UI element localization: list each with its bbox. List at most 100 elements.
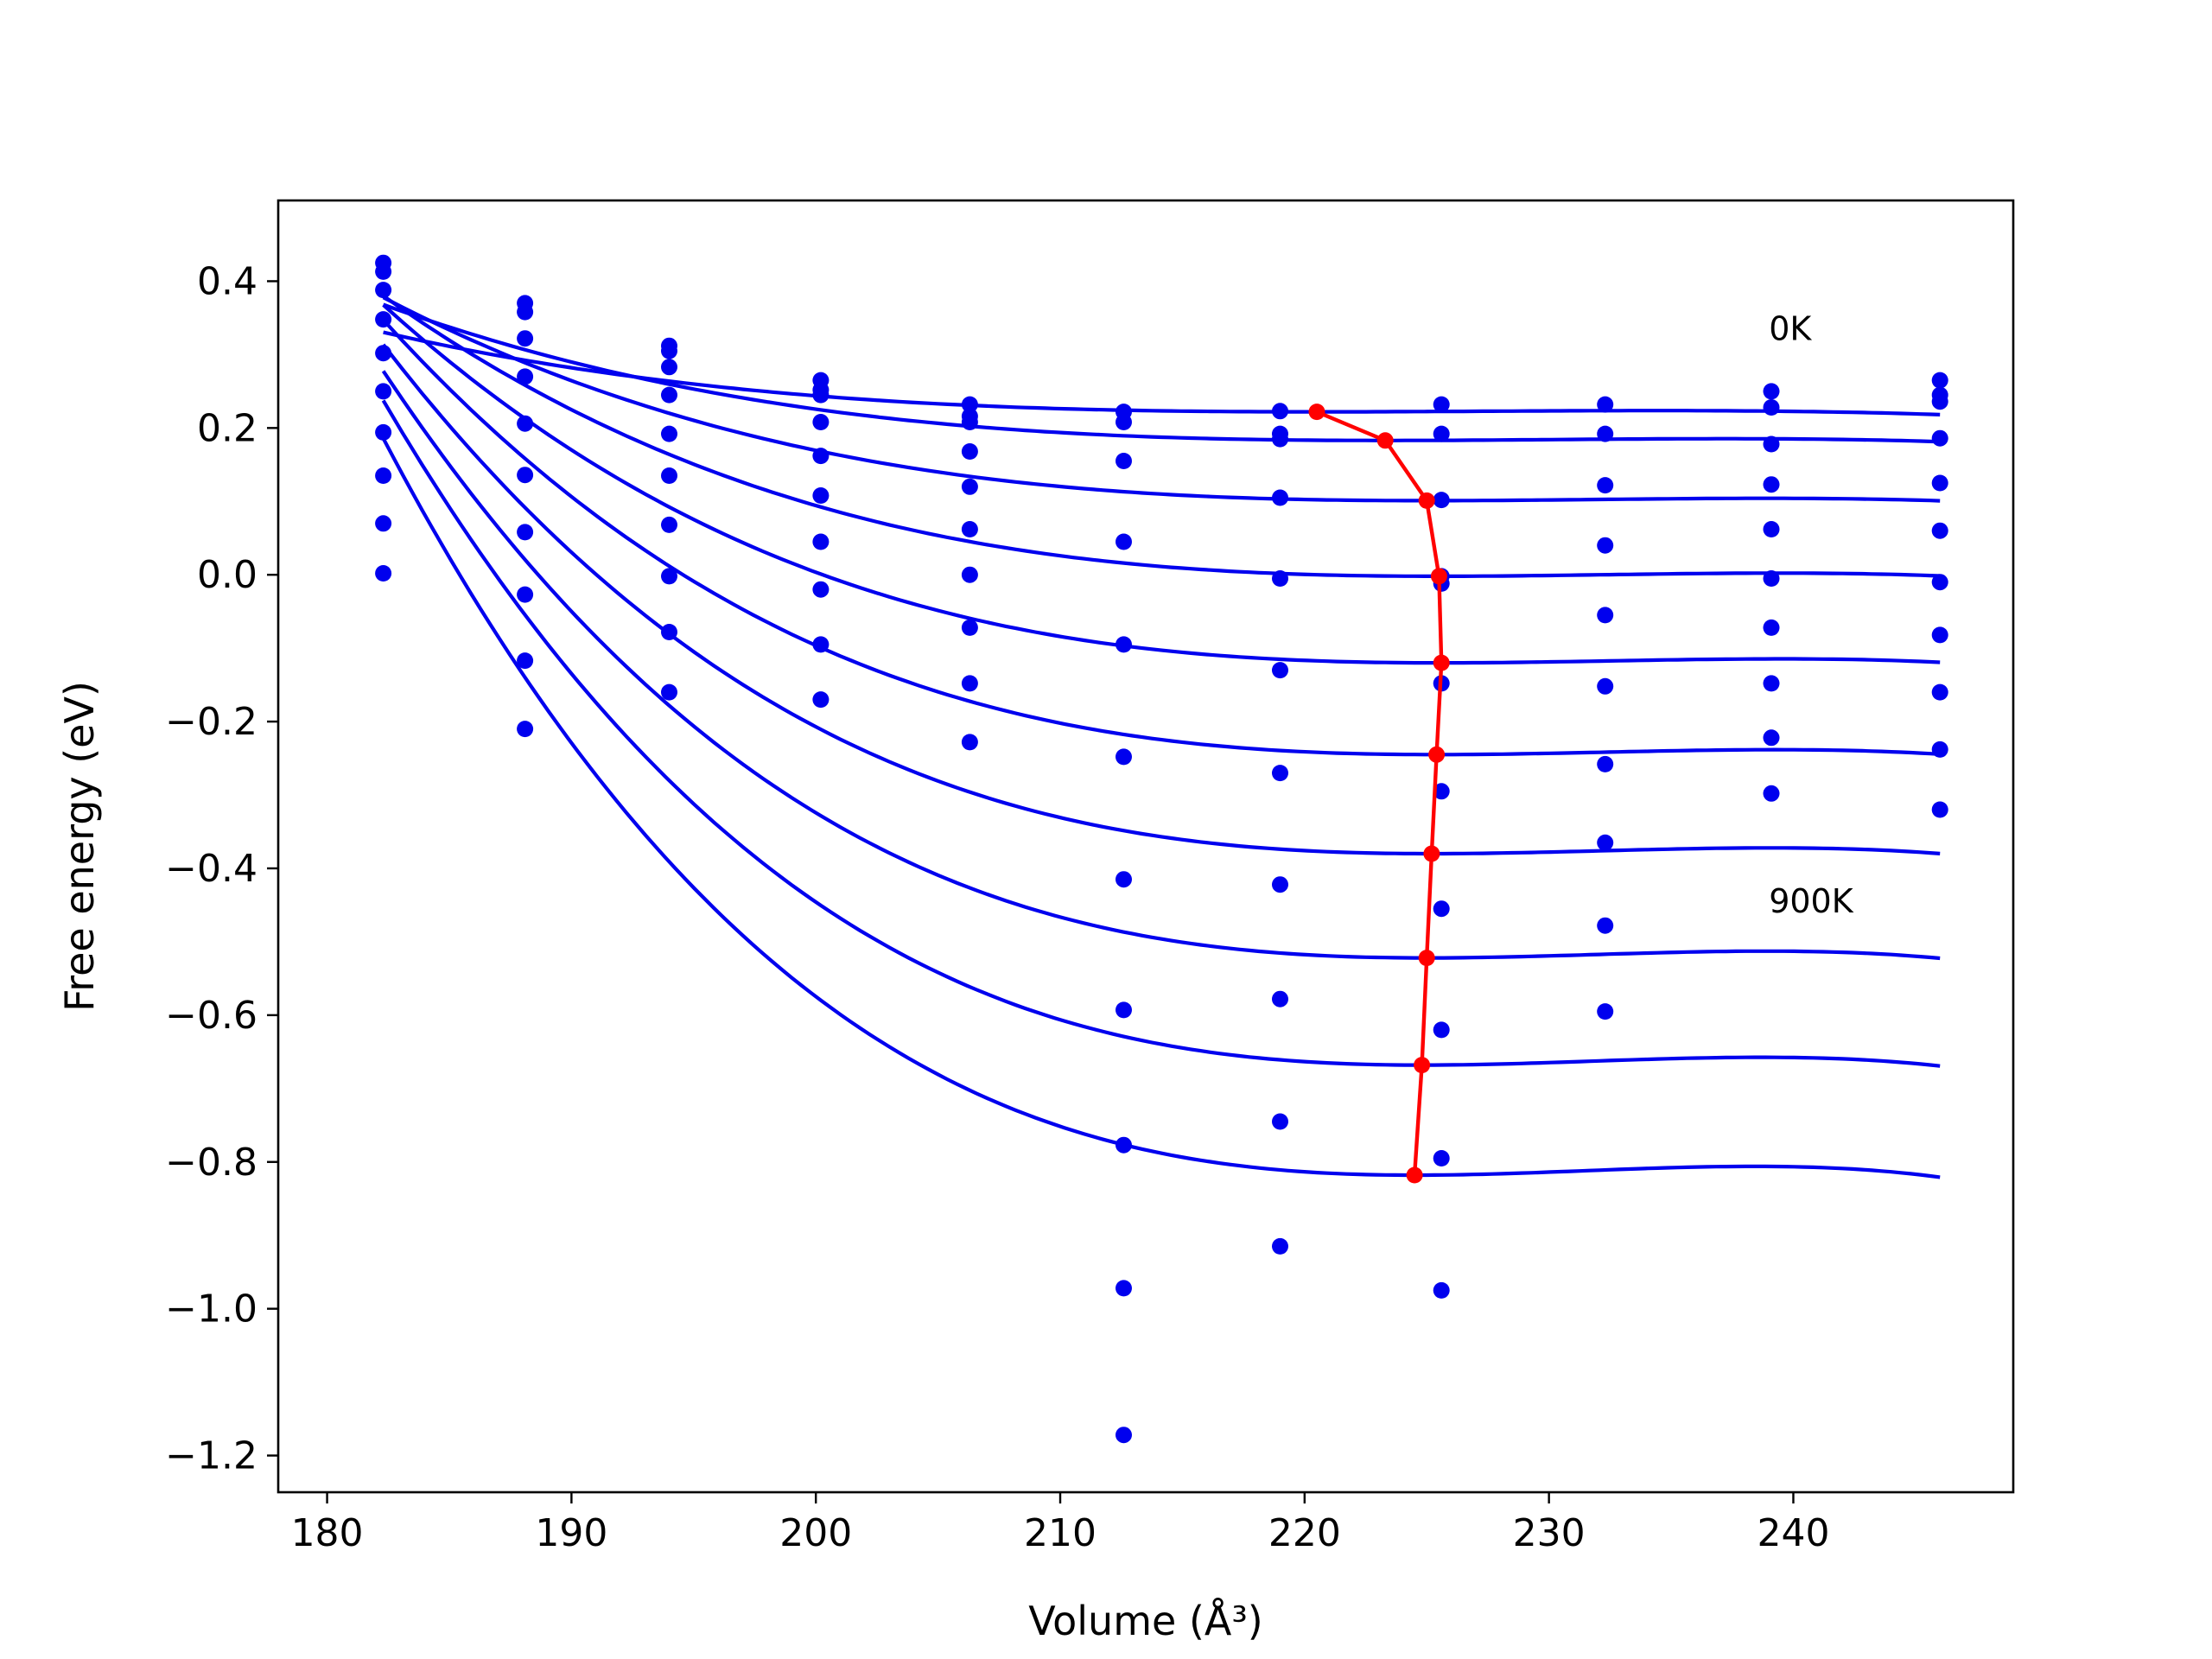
data-point-9-3: [812, 691, 830, 709]
isotherm-curve-7: [381, 370, 1941, 961]
data-point-6-9: [1763, 619, 1780, 636]
data-point-8-6: [1272, 990, 1288, 1007]
y-axis-label: Free energy (eV): [56, 681, 103, 1012]
axis-ticks: 180 190 200 210 220 230 240 0.4 0.2 0.0 −0.2 −0.4 −0…: [165, 259, 1829, 1555]
y-tick-label-3: −0.2: [165, 700, 257, 744]
x-tick-label-5: 230: [1513, 1511, 1586, 1555]
data-point-3-4: [961, 443, 978, 460]
data-point-7-9: [1763, 675, 1780, 692]
data-point-2-8: [1597, 477, 1614, 494]
data-point-6-8: [1597, 755, 1614, 772]
x-tick-label-1: 190: [535, 1511, 607, 1555]
data-point-7-2: [661, 568, 677, 585]
data-point-7-5: [1116, 1001, 1132, 1019]
data-point-1-8: [1597, 425, 1614, 442]
data-point-9-1: [517, 721, 534, 738]
data-point-10-6: [1272, 1237, 1288, 1255]
isotherm-curve-6: [381, 343, 1941, 856]
equilibrium-point-7: [1418, 950, 1435, 967]
data-point-2-9: [1763, 435, 1780, 453]
data-point-0-6: [1272, 403, 1288, 420]
data-point-0-7: [1433, 396, 1450, 413]
y-tick-label-8: −1.2: [165, 1434, 257, 1478]
y-tick-label-7: −1.0: [165, 1287, 257, 1332]
data-point-10-7: [1433, 1281, 1450, 1299]
data-point-0-4: [961, 396, 978, 413]
data-point-9-6: [1272, 1113, 1288, 1130]
data-point-2-7: [1433, 492, 1450, 509]
data-point-6-2: [661, 516, 677, 533]
data-point-1-7: [1433, 425, 1450, 442]
axes-frame: [276, 199, 2015, 1494]
y-tick-label-2: 0.0: [197, 553, 257, 597]
equilibrium-point-2: [1418, 492, 1435, 509]
data-point-6-7: [1433, 783, 1450, 800]
data-point-4-10: [1931, 474, 1948, 492]
isotherm-curve-3: [382, 294, 1941, 578]
data-point-7-1: [517, 586, 534, 603]
equilibrium-point-1: [1376, 432, 1394, 449]
data-point-1-1: [517, 303, 534, 321]
isotherm-curve-4: [382, 303, 1941, 665]
data-point-4-1: [517, 415, 534, 432]
data-point-2-4: [961, 414, 978, 430]
data-point-10-5: [1116, 1427, 1132, 1444]
data-point-4-4: [961, 478, 978, 495]
data-point-2-10: [1931, 393, 1948, 410]
x-tick-label-6: 240: [1757, 1511, 1829, 1555]
data-point-6-0: [375, 423, 392, 441]
data-point-7-7: [1433, 900, 1450, 918]
data-point-10-10: [1931, 801, 1948, 818]
data-point-4-2: [661, 425, 677, 442]
data-point-8-7: [1433, 1021, 1450, 1039]
y-tick-label-6: −0.8: [165, 1141, 257, 1185]
data-point-7-3: [812, 581, 830, 598]
data-point-8-3: [812, 636, 830, 653]
data-point-6-6: [1272, 765, 1288, 782]
equilibrium-point-9: [1406, 1166, 1423, 1184]
data-point-5-0: [375, 383, 392, 400]
data-point-5-1: [517, 467, 534, 484]
equilibrium-point-8: [1414, 1057, 1431, 1074]
data-point-9-9: [1763, 785, 1780, 802]
equilibrium-point-3: [1430, 568, 1447, 585]
x-tick-label-4: 220: [1268, 1511, 1341, 1555]
isotherm-curve-8: [381, 399, 1941, 1068]
annotation-0k: 0K: [1769, 309, 1812, 347]
data-point-5-10: [1931, 522, 1948, 539]
data-point-8-1: [517, 652, 534, 670]
data-point-9-10: [1931, 741, 1948, 758]
x-tick-label-0: 180: [291, 1511, 364, 1555]
data-point-1-2: [661, 342, 677, 359]
y-tick-label-1: 0.2: [197, 406, 257, 450]
data-point-5-8: [1597, 677, 1614, 695]
isotherm-curve-1: [382, 302, 1941, 444]
data-point-6-1: [517, 524, 534, 541]
data-point-4-5: [1116, 636, 1132, 653]
data-point-8-8: [1597, 917, 1614, 934]
x-tick-label-3: 210: [1024, 1511, 1096, 1555]
data-point-4-6: [1272, 570, 1288, 587]
data-point-0-10: [1931, 372, 1948, 389]
data-point-1-9: [1763, 399, 1780, 416]
y-tick-label-5: −0.6: [165, 994, 257, 1038]
x-axis-label: Volume (Å³): [1028, 1598, 1263, 1644]
data-point-4-9: [1763, 521, 1780, 537]
data-point-3-9: [1763, 476, 1780, 493]
data-point-7-8: [1597, 834, 1614, 851]
data-point-2-6: [1272, 430, 1288, 448]
equilibrium-point-0: [1308, 404, 1325, 421]
equilibrium-point-5: [1428, 746, 1446, 763]
isotherm-curve-5: [382, 318, 1941, 757]
data-point-6-10: [1931, 574, 1948, 591]
annotation-900k: 900K: [1769, 882, 1854, 920]
data-point-3-5: [1116, 533, 1132, 550]
equilibrium-path-line: [1316, 410, 1444, 1176]
data-point-5-9: [1763, 570, 1780, 587]
isotherm-curve-9: [381, 437, 1941, 1179]
data-point-5-3: [812, 487, 830, 504]
data-point-8-2: [661, 624, 677, 640]
data-point-3-6: [1272, 489, 1288, 506]
isotherm-curve-2: [382, 296, 1941, 503]
